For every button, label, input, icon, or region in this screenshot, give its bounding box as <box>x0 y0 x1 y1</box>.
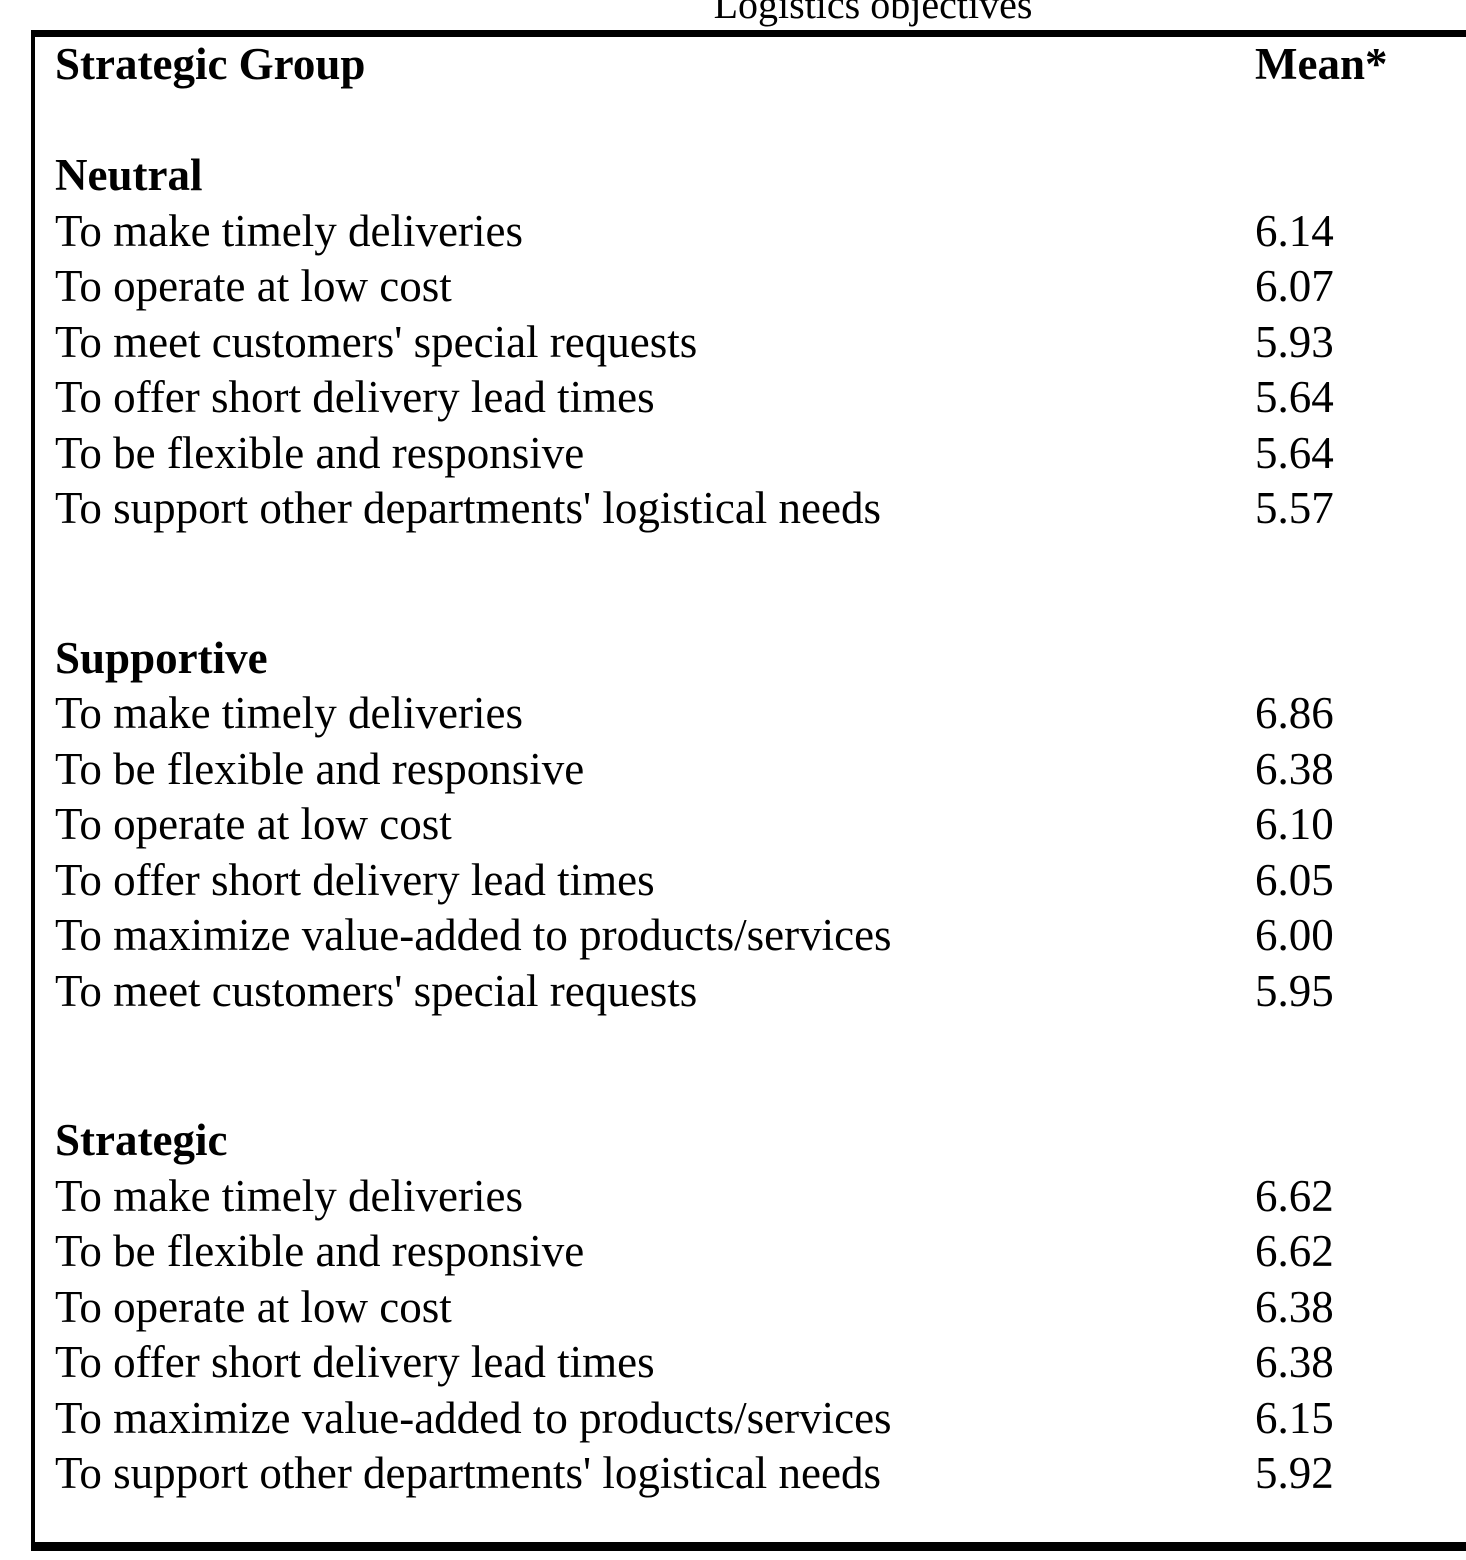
section-gap <box>55 537 1466 631</box>
mean-value: 5.64 <box>1255 372 1334 422</box>
mean-value: 5.92 <box>1255 1448 1334 1498</box>
table-row: To offer short delivery lead times 6.38 <box>55 1335 1466 1391</box>
mean-value: 6.15 <box>1255 1392 1334 1443</box>
mean-value: 6.05 <box>1255 854 1334 905</box>
table-row: To operate at low cost 6.07 <box>55 259 1466 315</box>
table-row: To support other departments' logistical… <box>55 481 1466 537</box>
table-row: To support other departments' logistical… <box>55 1446 1466 1502</box>
mean-value: 6.62 <box>1255 1226 1334 1276</box>
mean-value: 5.95 <box>1255 965 1334 1016</box>
objective-label: To make timely deliveries <box>55 688 523 738</box>
table-caption-row: Logistics objectives <box>0 0 1466 30</box>
table-row: To make timely deliveries 6.62 <box>55 1169 1466 1225</box>
objective-label: To support other departments' logistical… <box>55 1448 882 1498</box>
table-row: To operate at low cost 6.10 <box>55 797 1466 853</box>
mean-value: 6.38 <box>1255 743 1334 794</box>
table-row: To be flexible and responsive 5.64 <box>55 426 1466 482</box>
mean-value: 6.38 <box>1255 1281 1334 1332</box>
table-header-row: Strategic Group Mean* <box>55 37 1466 93</box>
objective-label: To meet customers' special requests <box>55 316 698 367</box>
mean-value: 6.07 <box>1255 261 1334 311</box>
objective-label: To operate at low cost <box>55 799 452 849</box>
section-gap <box>55 1019 1466 1113</box>
mean-value: 5.93 <box>1255 316 1334 367</box>
objective-label: To offer short delivery lead times <box>55 854 655 905</box>
mean-value: 6.86 <box>1255 688 1334 738</box>
table-row: To be flexible and responsive 6.38 <box>55 742 1466 798</box>
header-gap <box>55 93 1466 149</box>
header-strategic-group: Strategic Group <box>55 39 366 89</box>
mean-value: 6.14 <box>1255 205 1334 256</box>
objective-label: To maximize value-added to products/serv… <box>55 910 892 960</box>
header-mean: Mean* <box>1255 39 1388 89</box>
objective-label: To be flexible and responsive <box>55 743 585 794</box>
objective-label: To support other departments' logistical… <box>55 483 882 533</box>
table-row: To offer short delivery lead times 5.64 <box>55 370 1466 426</box>
table-row: To make timely deliveries 6.86 <box>55 686 1466 742</box>
objective-label: To offer short delivery lead times <box>55 372 655 422</box>
table-row: To operate at low cost 6.38 <box>55 1280 1466 1336</box>
mean-value: 5.64 <box>1255 427 1334 478</box>
mean-value: 6.62 <box>1255 1170 1334 1221</box>
table-row: To meet customers' special requests 5.95 <box>55 964 1466 1020</box>
objective-label: To meet customers' special requests <box>55 965 698 1016</box>
mean-value: 6.00 <box>1255 910 1334 960</box>
group-heading: Supportive <box>55 632 268 683</box>
objective-label: To make timely deliveries <box>55 205 523 256</box>
objective-label: To make timely deliveries <box>55 1170 523 1221</box>
mean-value: 6.10 <box>1255 799 1334 849</box>
group-heading: Neutral <box>55 150 203 200</box>
groups-container: Neutral To make timely deliveries 6.14 To o… <box>55 148 1466 1502</box>
objective-label: To be flexible and responsive <box>55 427 585 478</box>
table-row: To maximize value-added to products/serv… <box>55 1391 1466 1447</box>
objective-label: To operate at low cost <box>55 1281 452 1332</box>
table-row: To be flexible and responsive 6.62 <box>55 1224 1466 1280</box>
objective-label: To offer short delivery lead times <box>55 1337 655 1387</box>
objective-label: To be flexible and responsive <box>55 1226 585 1276</box>
logistics-objectives-table: Strategic Group Mean* Neutral To make tim… <box>31 30 1466 1551</box>
table-row: To maximize value-added to products/serv… <box>55 908 1466 964</box>
mean-value: 5.57 <box>1255 483 1334 533</box>
group-heading: Strategic <box>55 1115 228 1165</box>
mean-value: 6.38 <box>1255 1337 1334 1387</box>
bottom-padding <box>55 1502 1466 1542</box>
table-caption: Logistics objectives <box>713 0 1033 27</box>
table-row: To make timely deliveries 6.14 <box>55 204 1466 260</box>
objective-label: To operate at low cost <box>55 261 452 311</box>
table-row: To offer short delivery lead times 6.05 <box>55 853 1466 909</box>
objective-label: To maximize value-added to products/serv… <box>55 1392 892 1443</box>
table-row: To meet customers' special requests 5.93 <box>55 315 1466 371</box>
